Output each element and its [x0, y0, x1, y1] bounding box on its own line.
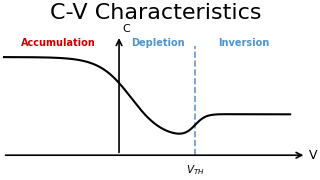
Text: $V_{TH}$: $V_{TH}$ — [186, 163, 204, 177]
Text: C: C — [123, 24, 131, 34]
Title: C-V Characteristics: C-V Characteristics — [50, 3, 261, 23]
Text: Depletion: Depletion — [132, 39, 185, 48]
Text: V: V — [309, 149, 317, 162]
Text: Inversion: Inversion — [218, 39, 269, 48]
Text: Accumulation: Accumulation — [20, 39, 95, 48]
